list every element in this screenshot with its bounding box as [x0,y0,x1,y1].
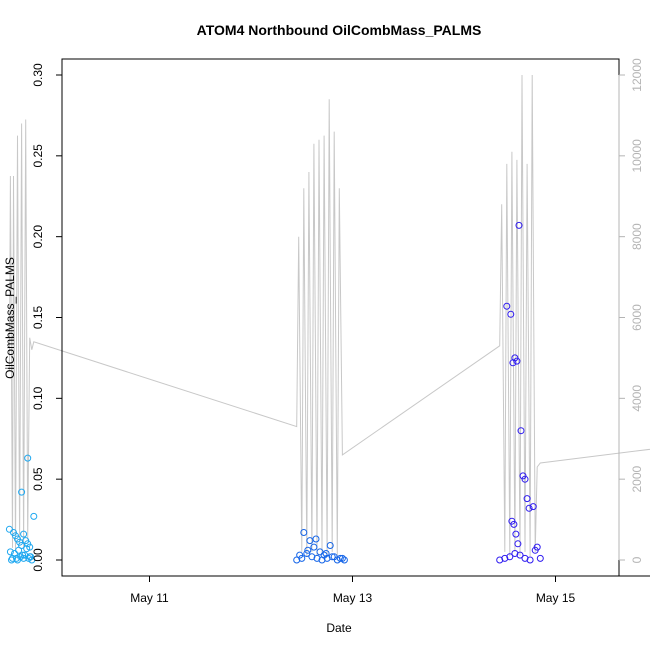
y2-tick-label: 8000 [630,223,644,250]
data-point-series-3 [523,495,531,503]
data-point-series-1 [15,546,23,554]
data-point-series-3 [503,302,511,310]
data-point-series-3 [526,556,534,564]
y-axis-label: OilCombMass_PALMS [3,257,17,379]
x-tick-label: May 13 [333,591,373,605]
y2-tick-label: 2000 [630,465,644,492]
data-point-series-1 [24,454,32,462]
altitude-layer [8,74,650,557]
data-point-series-1 [30,512,38,520]
y-tick-label: 0.25 [31,144,45,168]
data-point-series-3 [525,504,533,512]
altitude-line [8,74,650,557]
data-point-series-1 [19,551,27,559]
data-point-series-3 [501,554,509,562]
data-point-series-2 [312,535,320,543]
chart-title: ATOM4 Northbound OilCombMass_PALMS [197,22,482,38]
x-tick-label: May 11 [130,591,169,605]
data-point-series-2 [328,553,336,561]
data-point-series-3 [506,553,514,561]
y2-tick-label: 10000 [630,139,644,173]
data-point-series-3 [515,221,523,229]
data-point-series-3 [510,520,518,528]
y2-tick-label: 6000 [630,304,644,331]
data-point-series-1 [5,525,13,533]
data-point-series-2 [320,551,328,559]
y-axis-left: 0.00 0.05 0.10 0.15 0.20 0.25 0.30 [31,63,63,572]
data-point-series-1 [6,548,14,556]
y2-tick-label: 0 [630,556,644,563]
data-point-series-3 [513,357,521,365]
y2-tick-label: 4000 [630,385,644,412]
data-point-series-1 [26,553,34,561]
data-point-series-3 [536,554,544,562]
data-point-series-2 [303,550,311,557]
data-point-series-2 [296,551,304,559]
data-point-series-3 [517,427,525,435]
data-point-series-2 [340,556,348,564]
y-tick-label: 0.30 [31,63,45,87]
data-point-series-3 [521,475,529,483]
data-point-series-3 [516,551,524,559]
data-point-series-1 [9,554,16,562]
data-point-series-2 [336,554,344,562]
data-point-series-2 [338,554,346,562]
data-point-series-3 [514,540,522,548]
y2-tick-label: 12000 [630,58,644,92]
data-point-series-3 [529,503,537,511]
data-point-series-1 [23,545,31,553]
y-tick-label: 0.15 [31,305,45,329]
data-point-series-2 [313,554,321,562]
x-tick-label: May 15 [536,591,576,605]
y-axis-right: 0 2000 4000 6000 8000 10000 12000 [618,58,644,563]
points-layer [5,221,544,564]
data-point-series-1 [20,530,28,538]
data-point-series-3 [507,310,515,318]
x-axis-label: Date [326,621,352,635]
data-point-series-2 [322,550,330,557]
data-point-series-2 [310,543,318,551]
data-point-series-3 [512,530,520,538]
data-point-series-2 [300,529,308,536]
data-point-series-2 [304,546,312,554]
data-point-series-1 [13,554,20,562]
data-point-series-3 [533,543,541,551]
y-tick-label: 0.20 [31,225,45,249]
y-tick-label: 0.00 [31,548,45,572]
y-tick-label: 0.05 [31,467,45,491]
data-point-series-1 [18,488,26,496]
y-tick-label: 0.10 [31,386,45,410]
data-point-series-2 [326,542,334,549]
